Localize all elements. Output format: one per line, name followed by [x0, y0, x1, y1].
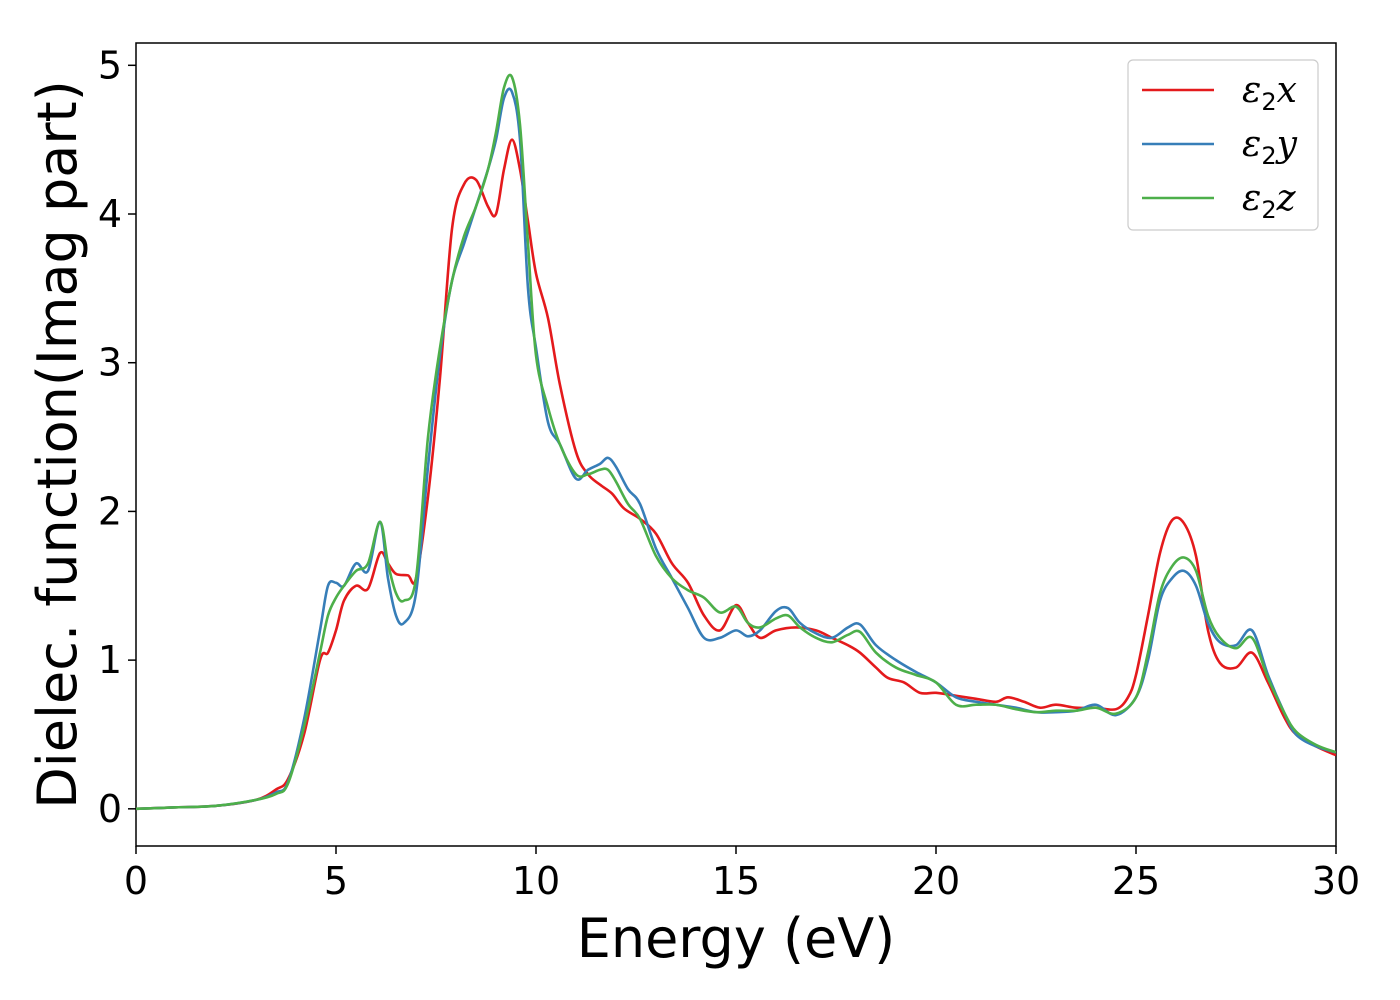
y-tick-label: 3 — [98, 341, 122, 385]
x-tick-label: 20 — [912, 859, 960, 903]
legend-label-x: ε2x — [1242, 70, 1297, 116]
legend: ε2x ε2y ε2z — [1127, 59, 1319, 231]
legend-box — [1127, 59, 1319, 231]
series-layer — [136, 73, 1336, 811]
x-axis-title: Energy (eV) — [577, 907, 896, 970]
x-tick-label: 30 — [1312, 859, 1360, 903]
ticks-layer: 0 5 10 15 20 25 30 0 1 2 3 4 5 — [98, 43, 1360, 903]
y-tick-label: 0 — [98, 787, 122, 831]
series-line-x — [136, 138, 1336, 811]
y-tick-label: 1 — [98, 638, 122, 682]
x-tick-label: 15 — [712, 859, 760, 903]
y-tick-label: 2 — [98, 489, 122, 533]
x-tick-label: 10 — [512, 859, 560, 903]
x-tick-label: 0 — [124, 859, 148, 903]
legend-label-y: ε2y — [1242, 124, 1298, 170]
series-line-z — [136, 73, 1336, 811]
y-tick-label: 4 — [98, 192, 122, 236]
y-tick-label: 5 — [98, 43, 122, 87]
y-axis-title: Dielec. function(Imag part) — [26, 80, 89, 809]
x-tick-label: 25 — [1112, 859, 1160, 903]
x-tick-label: 5 — [324, 859, 348, 903]
legend-label-z: ε2z — [1242, 178, 1297, 224]
